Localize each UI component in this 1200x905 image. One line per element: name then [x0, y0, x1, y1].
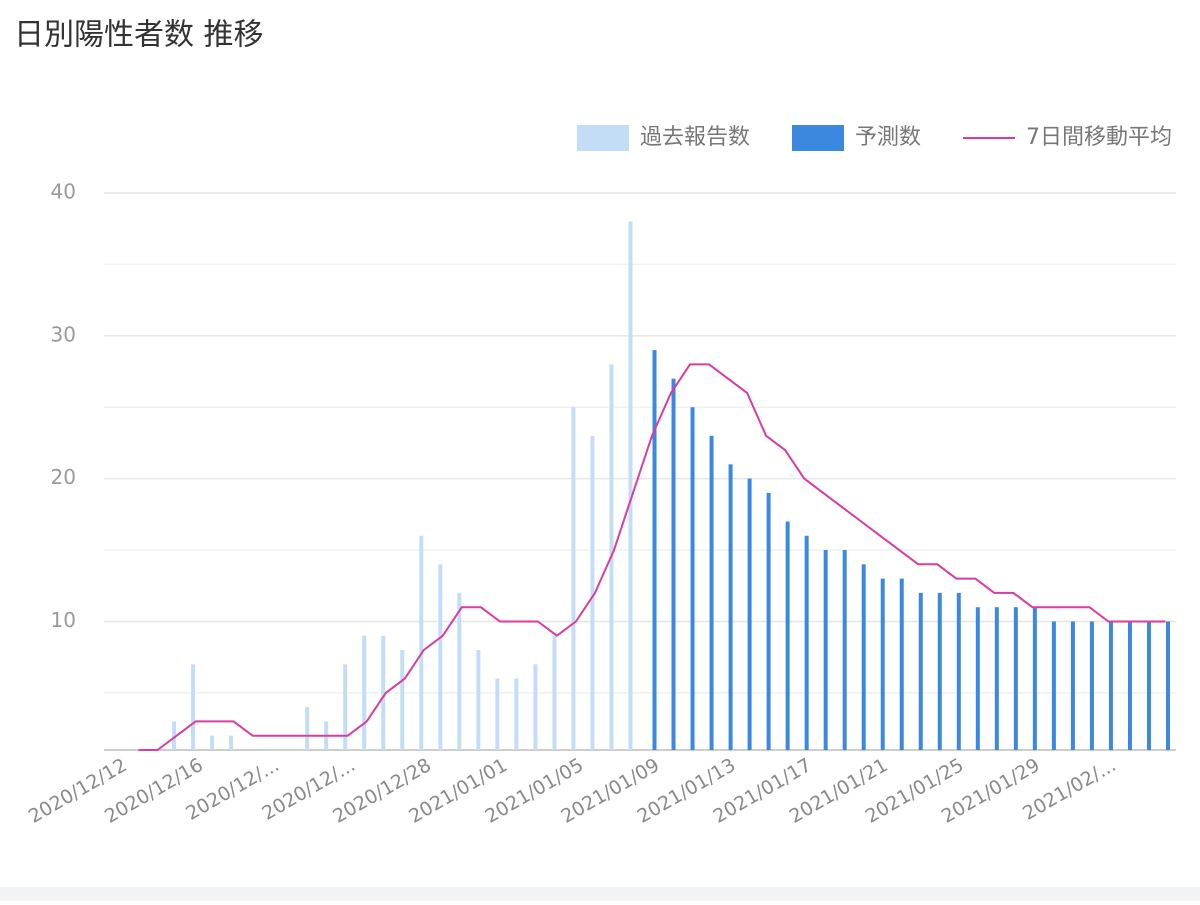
bar — [457, 592, 462, 750]
legend-swatch — [791, 125, 844, 151]
bar — [766, 492, 771, 750]
bar — [571, 407, 576, 750]
bar — [590, 435, 595, 750]
moving-average-line — [138, 363, 1166, 751]
chart-title: 日別陽性者数 推移 — [14, 18, 264, 53]
bar — [381, 635, 386, 750]
bar — [1108, 621, 1113, 750]
bar — [937, 592, 942, 750]
bar — [438, 564, 443, 750]
bar — [785, 521, 790, 750]
bar — [514, 678, 519, 750]
bar — [229, 735, 234, 750]
bar — [899, 578, 904, 750]
bar — [747, 478, 752, 750]
footer-band — [0, 887, 1200, 901]
bar — [1127, 621, 1132, 750]
bar — [400, 650, 405, 750]
y-tick-label: 10 — [51, 608, 76, 632]
bar — [918, 592, 923, 750]
bar — [172, 721, 177, 750]
legend-label: 過去報告数 — [640, 125, 750, 150]
bar — [728, 464, 733, 750]
bar — [191, 664, 196, 750]
bar — [690, 407, 695, 750]
bar — [1032, 607, 1037, 750]
bar — [994, 607, 999, 750]
bar — [842, 550, 847, 750]
y-tick-label: 40 — [51, 180, 76, 204]
bar — [1165, 621, 1170, 750]
bar — [804, 535, 809, 750]
bar — [533, 664, 538, 750]
bar — [362, 635, 367, 750]
bar — [495, 678, 500, 750]
y-tick-label: 30 — [51, 322, 76, 346]
bar — [343, 664, 348, 750]
bar — [210, 735, 215, 750]
bar — [1051, 621, 1056, 750]
legend: 過去報告数 予測数 7日間移動平均 — [576, 125, 1172, 151]
legend-swatch — [576, 125, 629, 151]
bar — [671, 378, 676, 750]
bar — [1070, 621, 1075, 750]
legend-label: 予測数 — [855, 125, 921, 150]
bar — [956, 592, 961, 750]
bar — [880, 578, 885, 750]
y-tick-label: 20 — [51, 465, 76, 489]
bar — [975, 607, 980, 750]
bar — [305, 707, 310, 750]
bar — [419, 535, 424, 750]
bar — [1013, 607, 1018, 750]
bar — [709, 435, 714, 750]
bar — [1146, 621, 1151, 750]
bar — [861, 564, 866, 750]
bar — [652, 350, 657, 750]
bar — [1089, 621, 1094, 750]
bar — [823, 550, 828, 750]
bar — [552, 635, 557, 750]
legend-label: 7日間移動平均 — [1026, 125, 1172, 150]
bar — [628, 221, 633, 751]
bar — [476, 650, 481, 750]
